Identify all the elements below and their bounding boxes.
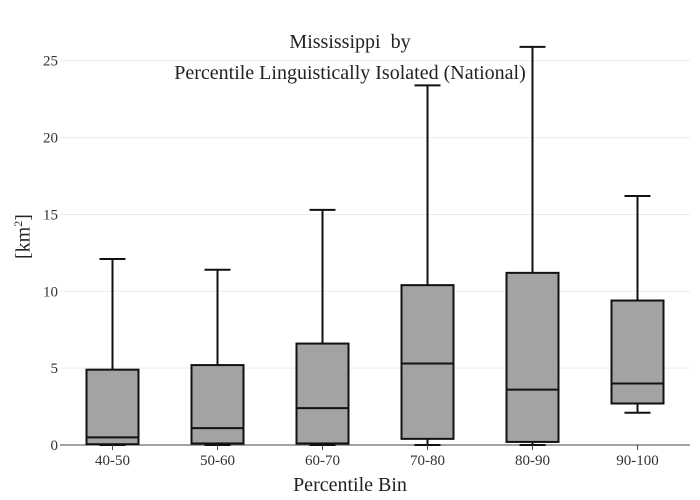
y-tick-label: 10 [43,284,58,300]
iqr-box [400,284,455,440]
x-axis-label: Percentile Bin [293,474,407,496]
chart-title-line-1: Mississippi by [289,31,411,53]
iqr-box [190,364,245,445]
chart-title-line-2: Percentile Linguistically Isolated (Nati… [174,62,526,84]
y-tick-label: 25 [43,54,58,70]
iqr-box [505,271,560,443]
x-tick-label: 90-100 [616,453,659,469]
iqr-box [610,299,665,405]
y-tick-label: 0 [51,438,59,454]
x-tick-label: 80-90 [515,453,550,469]
y-axis-label: [km2] [11,214,35,259]
x-tick-label: 70-80 [410,453,445,469]
x-tick-label: 60-70 [305,453,340,469]
iqr-box [295,342,350,445]
y-tick-label: 15 [43,207,58,223]
y-tick-label: 5 [51,361,59,377]
y-tick-label: 20 [43,131,58,147]
x-tick-label: 40-50 [95,453,130,469]
x-tick-label: 50-60 [200,453,235,469]
iqr-box [85,368,140,446]
